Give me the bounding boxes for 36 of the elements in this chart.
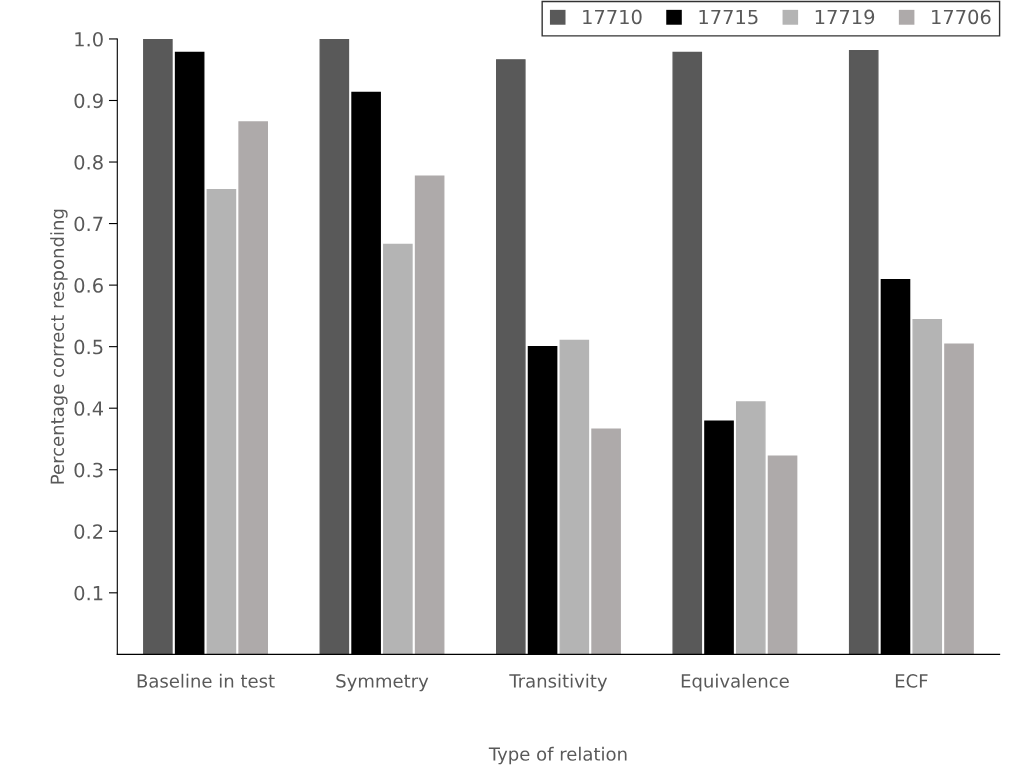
y-tick-label: 0.3 xyxy=(74,462,103,478)
y-tick-label: 0.5 xyxy=(74,339,103,355)
bar xyxy=(495,59,526,655)
legend-label: 17710 xyxy=(583,9,642,25)
y-tick-label: 0.2 xyxy=(74,524,103,539)
x-tick-label: ECF xyxy=(895,674,928,688)
bar xyxy=(767,455,798,655)
bar xyxy=(143,38,173,655)
legend-label: 17719 xyxy=(815,9,875,25)
y-tick-label: 0.9 xyxy=(74,93,103,109)
y-axis-title: Percentage correct responding xyxy=(50,209,68,484)
x-tick-label: Transitivity xyxy=(509,673,608,692)
bar xyxy=(591,428,621,655)
bar xyxy=(319,38,350,655)
y-tick-label: 1.0 xyxy=(75,31,103,47)
bar xyxy=(414,175,445,655)
bar xyxy=(848,49,879,655)
x-tick-label: Symmetry xyxy=(336,674,429,692)
y-tick-label: 0.1 xyxy=(74,585,103,601)
bar xyxy=(672,51,703,655)
bar xyxy=(383,243,413,655)
x-axis-title: Type of relation xyxy=(488,746,627,765)
y-tick-label: 0.4 xyxy=(74,401,104,416)
bar xyxy=(944,343,974,655)
bar xyxy=(206,189,237,655)
bar xyxy=(912,318,943,655)
bar xyxy=(735,401,766,655)
y-tick-label: 0.6 xyxy=(74,278,103,293)
bar xyxy=(559,339,590,655)
x-tick-label: Equivalence xyxy=(681,673,789,692)
legend-label: 17706 xyxy=(932,9,991,25)
bar xyxy=(238,121,268,655)
x-tick-label: Baseline in test xyxy=(137,673,275,688)
y-tick-label: 0.7 xyxy=(74,216,103,232)
legend-label: 17715 xyxy=(699,9,758,25)
y-tick-label: 0.8 xyxy=(74,154,103,170)
